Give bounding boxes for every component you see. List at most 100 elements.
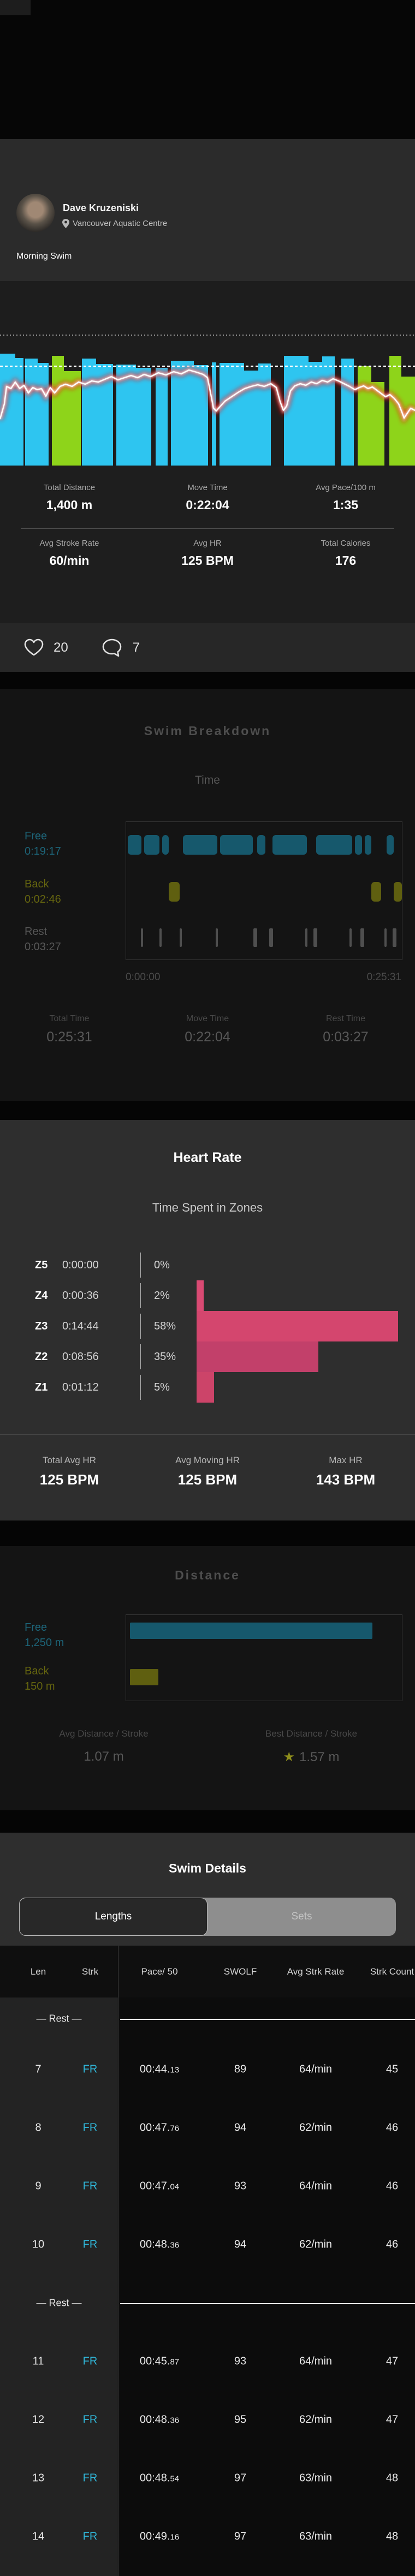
cell-len: 14 [32, 2530, 45, 2542]
summary-stat: Total Distance 1,400 m [4, 483, 135, 512]
rest-divider-line [120, 2303, 415, 2304]
hr-zone-pipe [140, 1375, 141, 1400]
hr-stat-value: 125 BPM [39, 1471, 99, 1488]
cell-swolf: 97 [234, 2530, 247, 2542]
pace-chart[interactable] [0, 281, 415, 467]
summary-stat-value: 176 [335, 553, 357, 568]
hr-stat-label: Max HR [329, 1455, 363, 1465]
distance-chart[interactable] [126, 1614, 402, 1701]
cell-strk: FR [82, 2472, 98, 2484]
breakdown-block [144, 835, 159, 855]
hr-zone-row-z5: Z5 0:00:00 0% [0, 1250, 197, 1280]
breakdown-block [371, 882, 382, 902]
comment-button[interactable] [102, 639, 122, 657]
cell-rate: 62/min [299, 2413, 333, 2425]
summary-stat: Total Calories 176 [280, 539, 411, 568]
pace-bar-free [284, 356, 309, 466]
hr-zone-percent: 58% [154, 1320, 176, 1332]
table-row[interactable]: 10 FR 00:48.36 94 62/min 46 [0, 2215, 415, 2274]
breakdown-chart[interactable] [126, 821, 402, 960]
pace-bar-free [309, 362, 322, 466]
cell-len: 9 [35, 2180, 42, 2192]
hr-zone-time: 0:00:00 [62, 1259, 99, 1271]
tab-sets[interactable]: Sets [291, 1911, 312, 1922]
cell-len: 7 [35, 2063, 42, 2075]
breakdown-row-label-back: Back 0:02:46 [25, 878, 61, 905]
table-header-cell: Pace/ 50 [141, 1966, 178, 1977]
breakdown-block [364, 835, 372, 855]
hr-zone-time: 0:08:56 [62, 1350, 99, 1363]
cell-count: 46 [386, 2180, 399, 2192]
summary-stat-value: 1,400 m [46, 498, 93, 512]
cell-count: 47 [386, 2413, 399, 2425]
breakdown-stat: Move Time 0:22:04 [142, 1014, 273, 1045]
hr-zone-percent: 2% [154, 1289, 170, 1302]
pace-bar-free [82, 359, 96, 466]
hr-stat: Max HR 143 BPM [280, 1455, 411, 1488]
like-button[interactable] [24, 639, 44, 657]
tab-lengths[interactable]: Lengths [19, 1898, 208, 1936]
pace-bar-free [171, 361, 194, 466]
hr-line [0, 369, 415, 420]
hr-zone-percent: 35% [154, 1350, 176, 1363]
breakdown-stat: Rest Time 0:03:27 [280, 1014, 411, 1045]
pace-bar-free [38, 363, 49, 466]
cell-swolf: 97 [234, 2472, 247, 2484]
hr-stat-label: Avg Moving HR [175, 1455, 240, 1465]
pace-bar-free [220, 363, 244, 466]
summary-stat-value: 0:22:04 [186, 498, 229, 512]
hr-zone-pipe [140, 1344, 141, 1369]
hr-stat: Avg Moving HR 125 BPM [142, 1455, 273, 1488]
rest-divider-row: — Rest — [0, 2274, 415, 2332]
breakdown-stat-label: Move Time [186, 1014, 229, 1023]
breakdown-stat: Total Time 0:25:31 [4, 1014, 135, 1045]
table-row[interactable]: 8 FR 00:47.76 94 62/min 46 [0, 2098, 415, 2157]
cell-rate: 62/min [299, 2238, 333, 2250]
profile-location-label: Vancouver Aquatic Centre [73, 219, 168, 228]
hr-zone-row-z3: Z3 0:14:44 58% [0, 1311, 197, 1341]
table-body: — Rest — 7 FR 00:44.13 89 64/min 45 8 FR 00:47.76… [0, 1997, 415, 2576]
table-row[interactable]: 7 FR 00:44.13 89 64/min 45 [0, 2040, 415, 2098]
table-row[interactable]: 14 FR 00:49.16 97 63/min 48 [0, 2507, 415, 2566]
table-row[interactable]: 12 FR 00:48.36 95 62/min 47 [0, 2390, 415, 2449]
table-row[interactable]: 13 FR 00:48.54 97 63/min 48 [0, 2449, 415, 2507]
table-header: Len Strk Pace/ 50 SWOLF Avg Strk Rate Strk Co… [0, 1946, 415, 1997]
breakdown-subtitle: Time [195, 774, 220, 786]
summary-stat: Avg HR 125 BPM [142, 539, 273, 568]
distance-stat-value: ★ 1.57 m [283, 1750, 340, 1764]
social-row: 20 7 [0, 623, 415, 672]
rest-divider-line [120, 2019, 415, 2020]
breakdown-block [220, 835, 253, 855]
activity-title: Morning Swim [16, 252, 72, 261]
avatar[interactable] [16, 194, 55, 232]
hr-zone-bar [197, 1341, 318, 1372]
cell-pace: 00:44.13 [139, 2063, 180, 2075]
breakdown-row-label-free: Free 0:19:17 [25, 830, 61, 857]
breakdown-rest-tick [349, 928, 352, 947]
axis-start-label: 0:00:00 [126, 971, 161, 983]
breakdown-block [272, 835, 307, 855]
table-row[interactable]: 9 FR 00:47.04 93 64/min 46 [0, 2157, 415, 2215]
swim-details-title: Swim Details [169, 1861, 246, 1875]
cell-strk: FR [82, 2121, 98, 2133]
heart-rate-subtitle: Time Spent in Zones [152, 1201, 263, 1214]
pace-bar-back [389, 356, 401, 466]
summary-stat-label: Total Distance [43, 483, 96, 492]
like-count: 20 [54, 640, 68, 655]
pace-bar-free [212, 362, 216, 466]
breakdown-stat-value: 0:03:27 [323, 1029, 369, 1045]
table-row[interactable]: 11 FR 00:45.87 93 64/min 47 [0, 2332, 415, 2390]
cell-rate: 63/min [299, 2530, 333, 2542]
breakdown-rest-tick [384, 928, 387, 947]
tab-control: Lengths Sets [19, 1898, 396, 1936]
cell-pace: 00:48.36 [139, 2238, 180, 2250]
distance-stat: Avg Distance / Stroke 1.07 m [33, 1728, 175, 1764]
pace-bar-free [341, 359, 354, 466]
cell-pace: 00:45.87 [139, 2355, 180, 2367]
summary-stat-label: Avg Stroke Rate [39, 539, 99, 548]
top-left-chip [0, 0, 31, 15]
breakdown-block [127, 835, 141, 855]
pace-bar-free [156, 368, 168, 466]
breakdown-rest-tick [313, 928, 318, 947]
pace-bar-back [52, 356, 64, 466]
